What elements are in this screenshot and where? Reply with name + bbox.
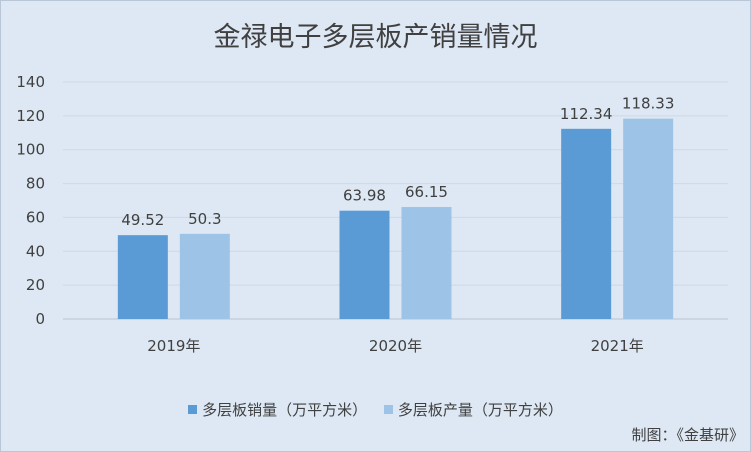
y-tick-label: 60	[26, 208, 45, 226]
y-tick-label: 120	[16, 107, 45, 125]
bar-sales[interactable]	[339, 210, 390, 319]
bar-production[interactable]	[401, 207, 452, 319]
y-tick-label: 100	[16, 141, 45, 159]
data-label: 112.34	[560, 105, 613, 123]
data-label: 49.52	[121, 211, 164, 229]
legend-label-production: 多层板产量（万平方米）	[397, 401, 563, 419]
data-label: 63.98	[343, 187, 386, 205]
data-label: 50.3	[188, 210, 221, 228]
bar-production[interactable]	[623, 118, 674, 320]
axis-labels: 0 20 40 60 80 100 120 140 2019年 2020年 2021年	[16, 73, 643, 355]
y-tick-label: 20	[26, 276, 45, 294]
legend: 多层板销量（万平方米） 多层板产量（万平方米）	[1, 399, 750, 420]
bar-sales[interactable]	[561, 128, 612, 319]
data-labels: 49.52 63.98 112.34 50.3 66.15 118.33	[121, 95, 674, 229]
bars	[117, 118, 674, 320]
data-label: 118.33	[622, 95, 675, 113]
legend-item-sales[interactable]: 多层板销量（万平方米）	[188, 399, 367, 420]
chart-title: 金禄电子多层板产销量情况	[213, 22, 538, 53]
y-tick-label: 40	[26, 242, 45, 260]
legend-swatch-production	[383, 405, 393, 414]
data-label: 66.15	[405, 183, 448, 201]
bar-production[interactable]	[179, 233, 230, 319]
y-tick-label: 140	[16, 73, 45, 91]
x-tick-label: 2020年	[369, 337, 422, 355]
y-tick-label: 0	[35, 310, 45, 328]
y-tick-label: 80	[26, 175, 45, 193]
bar-sales[interactable]	[117, 235, 168, 319]
x-tick-label: 2019年	[147, 337, 200, 355]
legend-label-sales: 多层板销量（万平方米）	[202, 401, 368, 419]
legend-swatch-sales	[188, 405, 198, 414]
x-tick-label: 2021年	[591, 337, 644, 355]
gridlines	[63, 81, 728, 320]
legend-item-production[interactable]: 多层板产量（万平方米）	[383, 399, 563, 420]
source-note: 制图：《金基研》	[631, 426, 744, 444]
